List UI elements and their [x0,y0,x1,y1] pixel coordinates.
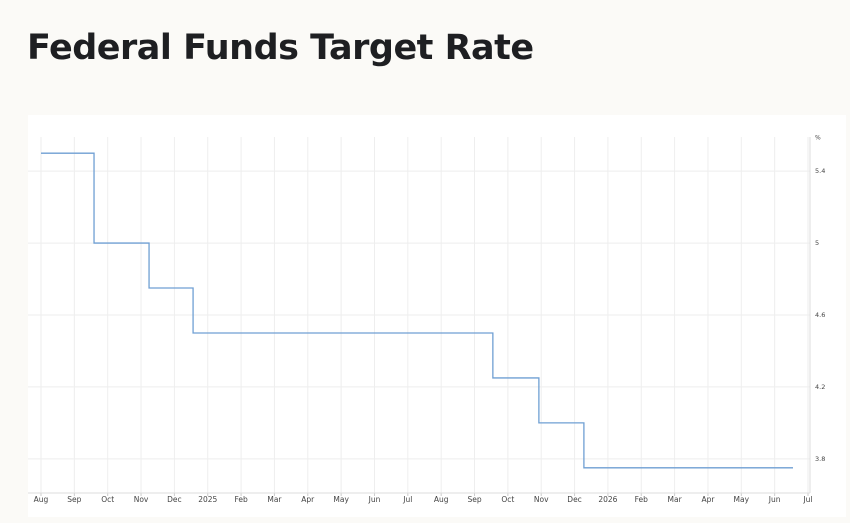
x-tick-label: May [333,495,349,504]
y-tick-label: 3.8 [815,455,825,463]
x-tick-label: Nov [134,495,149,504]
y-axis-unit: % [815,135,821,142]
y-tick-label: 5.4 [815,167,825,175]
x-tick-label: Oct [101,495,114,504]
x-tick-label: Dec [167,495,182,504]
y-tick-label: 4.2 [815,383,825,391]
x-tick-label: Sep [467,495,481,504]
rate-line [41,152,793,469]
x-tick-label: Dec [567,495,582,504]
x-tick-label: 2025 [198,495,217,504]
x-tick-label: Oct [501,495,514,504]
x-tick-label: Jul [402,495,412,504]
x-tick-label: Aug [434,495,449,504]
chart-title: Federal Funds Target Rate [27,28,534,68]
x-tick-label: Feb [635,495,649,504]
x-tick-label: 2026 [598,495,617,504]
x-tick-label: Jun [768,495,781,504]
chart-panel [28,115,846,517]
x-tick-label: Mar [668,495,683,504]
x-tick-label: Sep [67,495,81,504]
y-tick-label: 5 [815,239,819,247]
x-tick-label: Nov [534,495,549,504]
x-tick-label: Mar [267,495,282,504]
x-tick-label: May [734,495,750,504]
x-tick-label: Jul [802,495,812,504]
x-tick-label: Aug [34,495,49,504]
x-tick-label: Apr [301,495,315,504]
x-tick-label: Feb [234,495,248,504]
x-tick-label: Jun [368,495,381,504]
y-tick-label: 4.6 [815,311,825,319]
x-tick-label: Apr [701,495,715,504]
